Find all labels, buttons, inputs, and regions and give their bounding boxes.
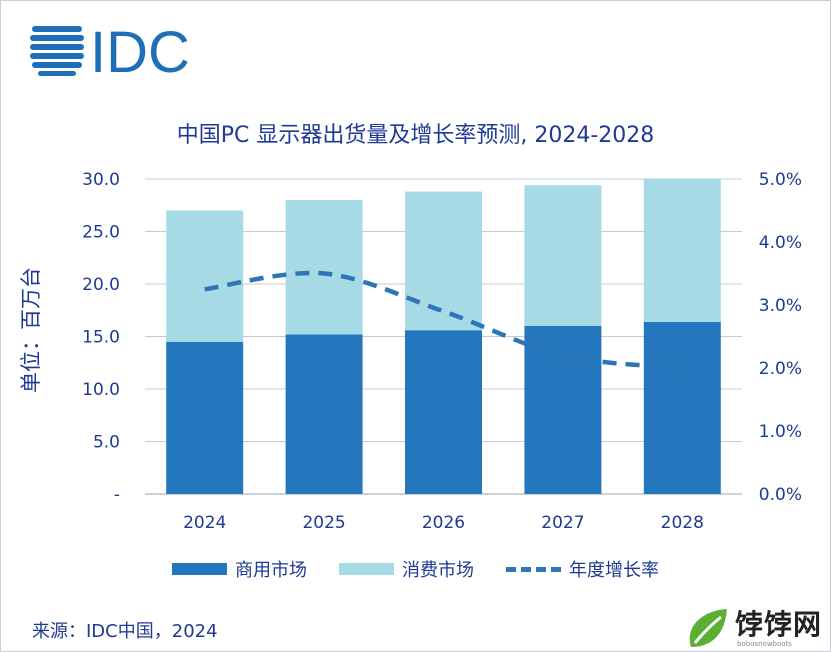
y-right-tick-label: 2.0% <box>759 359 802 379</box>
legend-item-commercial: 商用市场 <box>172 556 307 582</box>
x-tick-label: 2026 <box>422 513 465 533</box>
legend-swatch-consumer <box>339 563 394 575</box>
chart-title: 中国PC 显示器出货量及增长率预测, 2024-2028 <box>176 123 655 148</box>
legend: 商用市场 消费市场 年度增长率 <box>0 556 831 582</box>
bar-commercial <box>285 334 363 494</box>
x-tick-label: 2027 <box>541 513 584 533</box>
legend-dash-growth <box>506 566 561 572</box>
y-right-tick-label: 5.0% <box>759 170 802 190</box>
y-left-tick-label: 10.0 <box>82 380 120 400</box>
y-left-tick-label: 5.0 <box>93 433 120 453</box>
y-left-tick-label: 25.0 <box>82 223 120 243</box>
bar-consumer <box>524 185 602 326</box>
idc-logo-text: IDC <box>90 20 190 80</box>
y-left-tick-label: - <box>114 485 120 505</box>
x-tick-label: 2025 <box>302 513 345 533</box>
x-tick-label: 2024 <box>183 513 226 533</box>
y-right-tick-label: 4.0% <box>759 233 802 253</box>
bar-commercial <box>524 326 602 494</box>
legend-item-growth: 年度增长率 <box>506 556 659 582</box>
bar-commercial <box>166 341 244 494</box>
y-right-tick-label: 3.0% <box>759 296 802 316</box>
watermark-text: 饽饽网 <box>735 608 823 641</box>
source-note: 来源：IDC中国，2024 <box>32 621 218 642</box>
bar-consumer <box>405 191 482 331</box>
x-tick-label: 2028 <box>661 513 704 533</box>
legend-swatch-commercial <box>172 563 227 575</box>
y-right-tick-label: 0.0% <box>759 485 802 505</box>
idc-logo-globe <box>30 26 84 76</box>
growth-line <box>204 270 683 371</box>
bar-consumer <box>166 210 244 342</box>
y-left-tick-label: 15.0 <box>82 328 120 348</box>
legend-label-growth: 年度增长率 <box>569 560 659 581</box>
y-left-tick-label: 20.0 <box>82 275 120 295</box>
legend-label-commercial: 商用市场 <box>235 560 307 581</box>
bar-consumer <box>643 179 721 322</box>
legend-label-consumer: 消费市场 <box>402 560 474 581</box>
idc-logo: IDC <box>30 20 190 80</box>
bar-commercial <box>405 330 482 494</box>
y-left-tick-label: 30.0 <box>82 170 120 190</box>
watermark-subtext: bobosnowboots <box>737 640 792 648</box>
watermark-leaf-icon <box>689 609 727 647</box>
y-right-tick-label: 1.0% <box>759 422 802 442</box>
bar-consumer <box>285 200 363 335</box>
legend-item-consumer: 消费市场 <box>339 556 474 582</box>
bar-commercial <box>643 321 721 494</box>
